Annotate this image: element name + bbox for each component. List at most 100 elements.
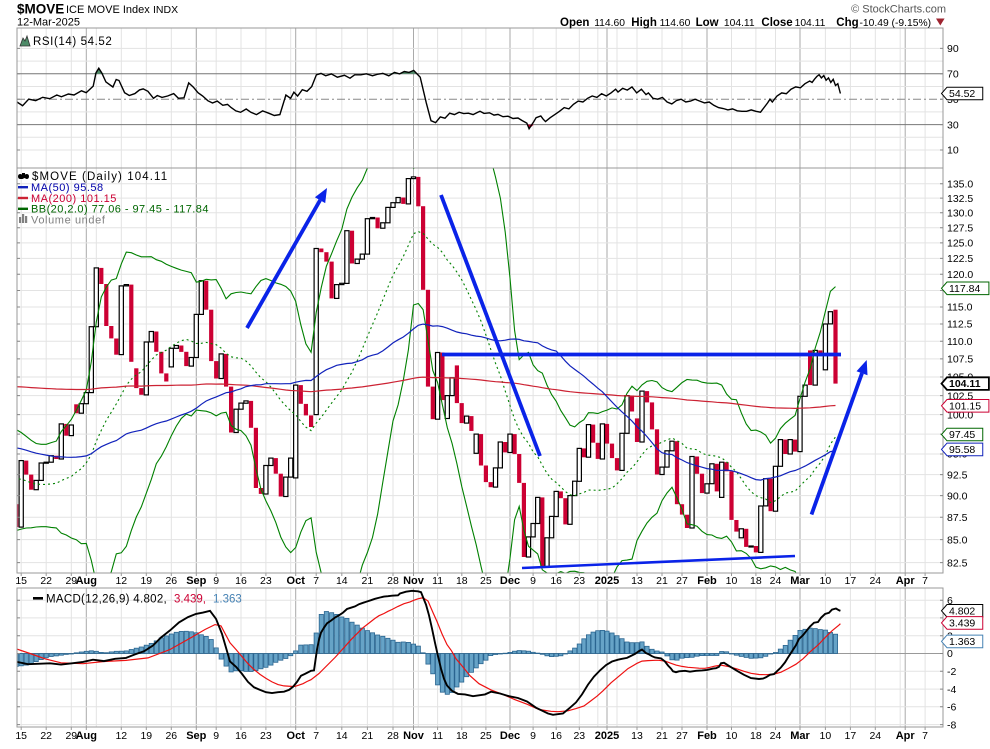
svg-text:Feb: Feb (697, 575, 717, 587)
svg-text:Dec: Dec (500, 730, 520, 742)
svg-text:28: 28 (387, 730, 399, 742)
svg-text:Close: Close (761, 17, 792, 29)
svg-text:12: 12 (115, 575, 127, 587)
svg-text:2025: 2025 (595, 730, 619, 742)
svg-text:90.0: 90.0 (947, 490, 968, 502)
svg-text:18: 18 (456, 575, 468, 587)
svg-text:104.11: 104.11 (949, 378, 981, 390)
svg-text:28: 28 (387, 575, 399, 587)
svg-text:120.0: 120.0 (947, 269, 973, 281)
svg-text:9: 9 (530, 730, 536, 742)
svg-text:Apr: Apr (896, 730, 916, 742)
svg-text:82.5: 82.5 (947, 557, 968, 569)
svg-text:$MOVE (Daily) 104.11: $MOVE (Daily) 104.11 (32, 171, 168, 183)
svg-text:26: 26 (165, 575, 177, 587)
svg-text:90: 90 (947, 43, 959, 55)
svg-text:MA(200) 101.15: MA(200) 101.15 (31, 193, 117, 205)
svg-text:21: 21 (362, 730, 374, 742)
svg-text:Open: Open (560, 17, 589, 29)
svg-text:Low: Low (696, 17, 719, 29)
svg-text:Mar: Mar (790, 730, 810, 742)
svg-text:7: 7 (922, 730, 928, 742)
svg-text:-10.49 (-9.15%): -10.49 (-9.15%) (860, 18, 932, 29)
svg-text:21: 21 (656, 575, 668, 587)
svg-text:16: 16 (235, 730, 247, 742)
svg-text:22: 22 (40, 575, 52, 587)
svg-text:Sep: Sep (186, 575, 206, 587)
svg-text:27: 27 (676, 730, 688, 742)
svg-text:9: 9 (213, 730, 219, 742)
svg-text:-6: -6 (947, 702, 956, 714)
svg-text:RSI(14) 54.52: RSI(14) 54.52 (33, 36, 112, 48)
svg-text:95.58: 95.58 (949, 444, 975, 456)
svg-text:87.5: 87.5 (947, 512, 968, 524)
svg-text:15: 15 (15, 730, 27, 742)
svg-text:85.0: 85.0 (947, 534, 968, 546)
svg-text:ICE MOVE Index: ICE MOVE Index (66, 4, 150, 16)
svg-text:132.5: 132.5 (947, 193, 973, 205)
svg-text:MACD(12,26,9) 4.802,: MACD(12,26,9) 4.802, (46, 594, 167, 606)
svg-text:127.5: 127.5 (947, 222, 973, 234)
svg-text:130.0: 130.0 (947, 207, 973, 219)
svg-text:Aug: Aug (76, 730, 97, 742)
svg-text:112.5: 112.5 (947, 319, 973, 331)
svg-text:1.363: 1.363 (213, 594, 242, 606)
svg-text:Volume undef: Volume undef (31, 214, 106, 226)
svg-text:110.0: 110.0 (947, 336, 973, 348)
svg-text:High: High (631, 17, 657, 29)
svg-text:BB(20,2.0) 77.06 - 97.45 - 117: BB(20,2.0) 77.06 - 97.45 - 117.84 (31, 204, 209, 216)
svg-text:122.5: 122.5 (947, 253, 973, 265)
svg-text:29: 29 (65, 730, 77, 742)
svg-text:29: 29 (65, 575, 77, 587)
svg-text:4.802: 4.802 (949, 605, 975, 617)
svg-text:24: 24 (869, 730, 881, 742)
svg-text:24: 24 (770, 730, 782, 742)
svg-text:25: 25 (480, 575, 492, 587)
svg-text:Oct: Oct (287, 730, 306, 742)
svg-text:INDX: INDX (153, 4, 178, 16)
svg-text:16: 16 (235, 575, 247, 587)
svg-text:23: 23 (573, 575, 585, 587)
svg-text:22: 22 (40, 730, 52, 742)
svg-text:30: 30 (947, 119, 959, 131)
svg-text:10: 10 (820, 730, 832, 742)
svg-text:23: 23 (260, 730, 272, 742)
svg-text:11: 11 (432, 575, 443, 587)
svg-text:114.60: 114.60 (594, 18, 625, 29)
svg-text:23: 23 (260, 575, 272, 587)
svg-text:-2: -2 (947, 666, 956, 678)
svg-text:13: 13 (631, 730, 643, 742)
svg-text:15: 15 (15, 575, 27, 587)
svg-text:10: 10 (726, 575, 738, 587)
svg-text:101.15: 101.15 (949, 400, 981, 412)
svg-text:2025: 2025 (595, 575, 619, 587)
svg-text:$MOVE: $MOVE (17, 2, 64, 17)
svg-text:Chg: Chg (836, 17, 858, 29)
svg-text:10: 10 (947, 145, 959, 157)
svg-text:7: 7 (922, 575, 928, 587)
svg-text:21: 21 (362, 575, 374, 587)
svg-text:Mar: Mar (790, 575, 810, 587)
svg-text:12: 12 (115, 730, 127, 742)
svg-text:Feb: Feb (697, 730, 717, 742)
svg-text:0: 0 (947, 648, 953, 660)
svg-text:104.11: 104.11 (724, 18, 755, 29)
svg-text:10: 10 (726, 730, 738, 742)
svg-text:Nov: Nov (403, 730, 425, 742)
svg-text:24: 24 (770, 575, 782, 587)
svg-text:19: 19 (140, 730, 152, 742)
svg-text:13: 13 (631, 575, 643, 587)
svg-text:12-Mar-2025: 12-Mar-2025 (17, 17, 80, 29)
svg-text:92.5: 92.5 (947, 469, 968, 481)
svg-text:Apr: Apr (896, 575, 916, 587)
svg-text:14: 14 (336, 730, 348, 742)
svg-text:Oct: Oct (287, 575, 306, 587)
svg-text:Nov: Nov (403, 575, 425, 587)
svg-text:114.60: 114.60 (660, 18, 691, 29)
svg-text:18: 18 (750, 730, 762, 742)
svg-text:9: 9 (213, 575, 219, 587)
svg-text:104.11: 104.11 (795, 18, 826, 29)
svg-text:17: 17 (845, 730, 857, 742)
svg-text:-8: -8 (947, 719, 956, 731)
svg-text:27: 27 (676, 575, 688, 587)
